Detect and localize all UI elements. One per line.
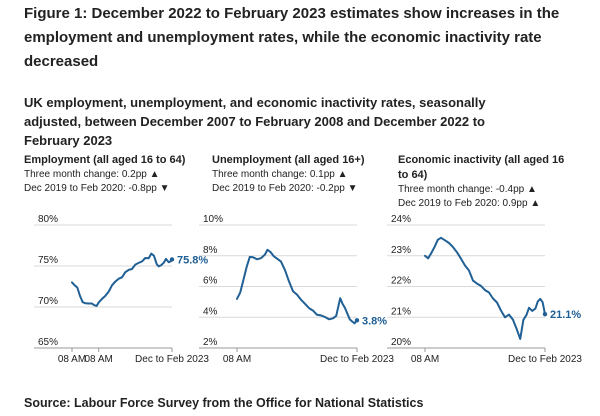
figure-title: Figure 1: December 2022 to February 2023… (24, 5, 560, 70)
inactivity-y-tick-label: 22% (391, 276, 411, 287)
employment-panel-title: Employment (all aged 16 to 64) (24, 154, 186, 166)
unemployment-y-tick-label: 2% (203, 337, 218, 348)
unemployment-panel-title: Unemployment (all aged 16+) (212, 154, 365, 166)
unemployment-latest-value-label: 3.8% (362, 315, 387, 327)
inactivity-y-tick-label: 24% (391, 214, 411, 225)
unemployment-y-tick-label: 6% (203, 276, 218, 287)
unemployment-series-line (236, 248, 358, 325)
inactivity-y-tick-label: 21% (391, 306, 411, 317)
inactivity-series-line (424, 236, 546, 340)
employment-y-tick-label: 80% (38, 214, 58, 225)
inactivity-y-tick-label: 23% (391, 245, 411, 256)
employment-x-tick-label: 08 AM (58, 354, 86, 365)
inactivity-x-tick-label: Dec to Feb 2023 (508, 354, 582, 365)
employment-y-tick-label: 75% (38, 255, 58, 266)
figure-subtitle: UK employment, unemployment, and economi… (24, 95, 486, 148)
employment-panel-header: Employment (all aged 16 to 64) Three mon… (24, 153, 202, 196)
inactivity-pre-pandemic-change: Dec 2019 to Feb 2020: 0.9pp ▲ (398, 198, 541, 209)
employment-latest-point (169, 257, 175, 262)
employment-three-month-change: Three month change: 0.2pp ▲ (24, 169, 160, 180)
unemployment-latest-point (354, 318, 360, 323)
inactivity-three-month-change: Three month change: -0.4pp ▲ (398, 184, 537, 195)
unemployment-y-tick-label: 8% (203, 245, 218, 256)
unemployment-x-tick-label: Dec to Feb 2023 (320, 354, 394, 365)
inactivity-latest-value-label: 21.1% (550, 309, 581, 321)
inactivity-latest-point (542, 311, 548, 317)
unemployment-y-tick-label: 10% (203, 214, 223, 225)
employment-x-tick-label: Dec to Feb 2023 (135, 354, 209, 365)
employment-x-tick-label: 08 AM (84, 354, 112, 365)
employment-latest-value-label: 75.8% (177, 254, 208, 266)
unemployment-panel-header: Unemployment (all aged 16+) Three month … (212, 153, 390, 196)
source-note: Source: Labour Force Survey from the Off… (24, 396, 424, 410)
inactivity-y-tick-label: 20% (391, 337, 411, 348)
unemployment-three-month-change: Three month change: 0.1pp ▲ (212, 169, 348, 180)
employment-pre-pandemic-change: Dec 2019 to Feb 2020: -0.8pp ▼ (24, 183, 170, 194)
employment-y-tick-label: 70% (38, 296, 58, 307)
inactivity-panel-title: Economic inactivity (all aged 16 to 64) (398, 154, 565, 181)
employment-y-tick-label: 65% (38, 337, 58, 348)
employment-series-line (71, 252, 173, 307)
unemployment-pre-pandemic-change: Dec 2019 to Feb 2020: -0.2pp ▼ (212, 183, 358, 194)
inactivity-panel-header: Economic inactivity (all aged 16 to 64) … (398, 153, 576, 211)
unemployment-x-tick-label: 08 AM (223, 354, 251, 365)
inactivity-x-tick-label: 08 AM (411, 354, 439, 365)
unemployment-y-tick-label: 4% (203, 306, 218, 317)
